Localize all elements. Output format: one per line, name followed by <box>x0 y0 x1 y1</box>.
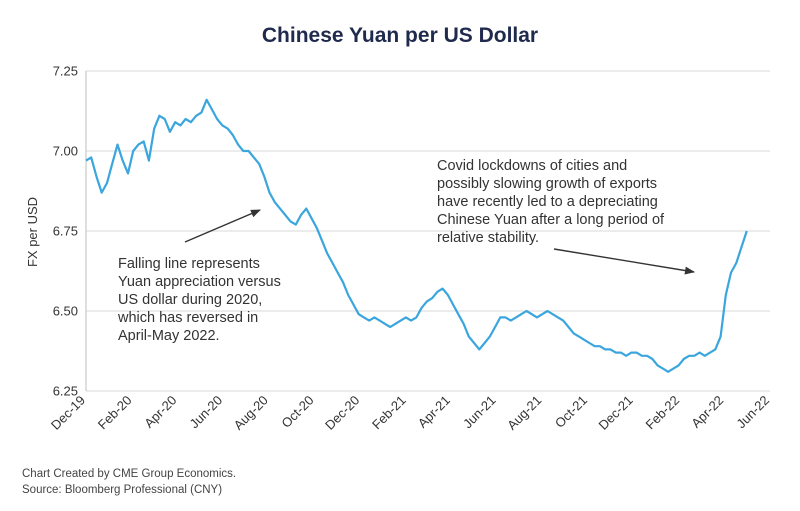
annotation-line: US dollar during 2020, <box>118 292 262 308</box>
x-tick-label: Feb-20 <box>95 393 135 433</box>
chart-source: Source: Bloomberg Professional (CNY) <box>22 484 222 496</box>
annotation-line: possibly slowing growth of exports <box>437 176 657 192</box>
x-tick-label: Feb-22 <box>642 393 682 433</box>
annotation-line: which has reversed in <box>117 310 258 326</box>
y-tick-label: 6.75 <box>53 224 78 239</box>
annotation-line: Yuan appreciation versus <box>118 274 281 290</box>
chart-credit: Chart Created by CME Group Economics. <box>22 468 236 480</box>
x-tick-label: Feb-21 <box>369 393 409 433</box>
y-axis-label: FX per USD <box>25 197 40 267</box>
x-tick-label: Apr-21 <box>415 393 453 431</box>
annotation-line: Falling line represents <box>118 256 260 272</box>
annotation-line: Covid lockdowns of cities and <box>437 158 627 174</box>
y-tick-label: 7.00 <box>53 144 78 159</box>
x-tick-label: Dec-19 <box>48 393 88 433</box>
x-tick-label: Apr-20 <box>141 393 179 431</box>
y-tick-label: 6.25 <box>53 384 78 399</box>
series-line <box>85 98 748 373</box>
x-tick-label: Aug-20 <box>231 393 271 433</box>
x-tick-label: Dec-21 <box>596 393 636 433</box>
x-tick-label: Aug-21 <box>504 393 544 433</box>
annotation-line: relative stability. <box>437 230 539 246</box>
annotation-arrow-right <box>553 248 695 275</box>
annotation-left: Falling line represents Yuan appreciation… <box>117 256 281 344</box>
chart-title: Chinese Yuan per US Dollar <box>262 24 538 47</box>
x-tick-label: Jun-21 <box>460 393 499 432</box>
x-tick-label: Dec-20 <box>322 393 362 433</box>
annotation-line: have recently led to a depreciating <box>437 194 658 210</box>
y-tick-label: 6.50 <box>53 304 78 319</box>
y-axis: 6.25 6.50 6.75 7.00 7.25 <box>53 64 78 399</box>
x-tick-label: Jun-22 <box>733 393 772 432</box>
annotation-right: Covid lockdowns of cities and possibly sl… <box>437 158 665 246</box>
x-tick-label: Jun-20 <box>187 393 226 432</box>
x-tick-label: Oct-20 <box>278 393 316 431</box>
annotation-line: Chinese Yuan after a long period of <box>437 212 665 228</box>
y-tick-label: 7.25 <box>53 64 78 79</box>
annotation-line: April-May 2022. <box>118 328 220 344</box>
x-axis: Dec-19 Feb-20 Apr-20 Jun-20 Aug-20 Oct-20 Dec-… <box>48 393 772 433</box>
x-tick-label: Apr-22 <box>688 393 726 431</box>
x-tick-label: Oct-21 <box>552 393 590 431</box>
annotation-arrow-left <box>184 209 261 243</box>
grid <box>85 70 770 392</box>
